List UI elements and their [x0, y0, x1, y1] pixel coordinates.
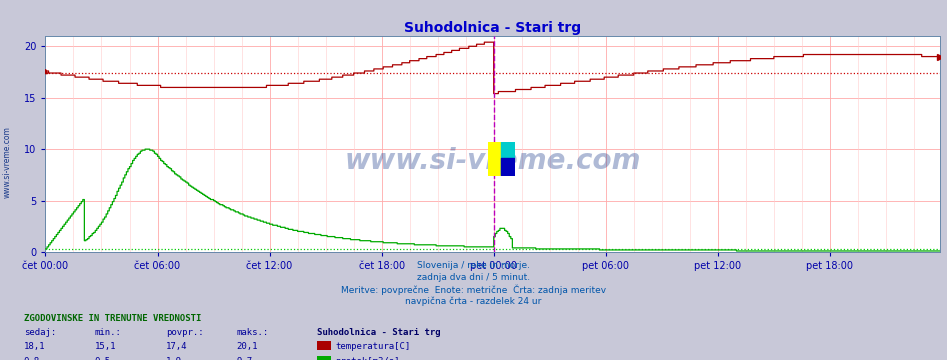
Text: Meritve: povprečne  Enote: metrične  Črta: zadnja meritev: Meritve: povprečne Enote: metrične Črta:…: [341, 285, 606, 295]
Text: sedaj:: sedaj:: [24, 328, 56, 337]
Title: Suhodolnica - Stari trg: Suhodolnica - Stari trg: [404, 21, 581, 35]
Text: 0,8: 0,8: [24, 357, 40, 360]
Text: min.:: min.:: [95, 328, 121, 337]
Text: Slovenija / reke in morje.: Slovenija / reke in morje.: [417, 261, 530, 270]
Text: Suhodolnica - Stari trg: Suhodolnica - Stari trg: [317, 328, 441, 337]
Text: ZGODOVINSKE IN TRENUTNE VREDNOSTI: ZGODOVINSKE IN TRENUTNE VREDNOSTI: [24, 314, 201, 323]
Text: 0,5: 0,5: [95, 357, 111, 360]
Text: 17,4: 17,4: [166, 342, 188, 351]
Text: zadnja dva dni / 5 minut.: zadnja dva dni / 5 minut.: [417, 273, 530, 282]
Text: temperatura[C]: temperatura[C]: [335, 342, 410, 351]
Text: www.si-vreme.com: www.si-vreme.com: [3, 126, 12, 198]
Text: 18,1: 18,1: [24, 342, 45, 351]
Text: pretok[m3/s]: pretok[m3/s]: [335, 357, 400, 360]
Text: 1,9: 1,9: [166, 357, 182, 360]
Text: navpična črta - razdelek 24 ur: navpična črta - razdelek 24 ur: [405, 297, 542, 306]
Text: 20,1: 20,1: [237, 342, 259, 351]
Text: 15,1: 15,1: [95, 342, 116, 351]
Text: povpr.:: povpr.:: [166, 328, 204, 337]
Text: maks.:: maks.:: [237, 328, 269, 337]
Text: www.si-vreme.com: www.si-vreme.com: [345, 147, 641, 175]
Text: 9,7: 9,7: [237, 357, 253, 360]
